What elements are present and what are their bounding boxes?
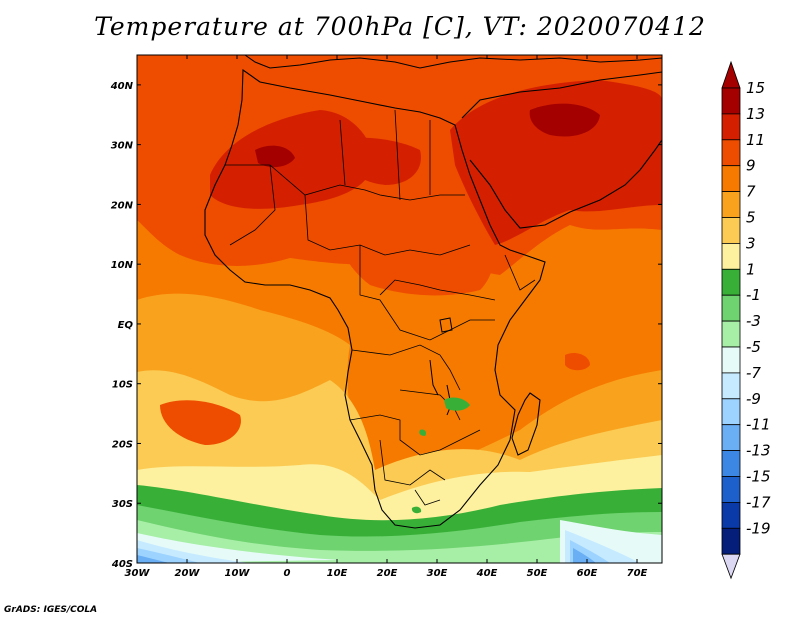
highland-cold-spots bbox=[411, 397, 470, 514]
colorbar-swatch bbox=[721, 527, 741, 555]
x-tick-label: 30W bbox=[125, 568, 151, 579]
y-tick-label: 30N bbox=[111, 141, 134, 152]
y-tick-label: 10N bbox=[111, 260, 134, 271]
colorbar-swatch bbox=[721, 501, 741, 529]
colorbar-swatch bbox=[721, 165, 741, 192]
colorbar-label: -11 bbox=[746, 416, 771, 434]
y-tick-label: 10S bbox=[112, 380, 133, 391]
temperature-field bbox=[137, 55, 662, 563]
colorbar-swatch bbox=[721, 476, 741, 503]
colorbar-label: -3 bbox=[746, 312, 761, 330]
colorbar-swatch bbox=[721, 450, 741, 477]
europe-coastline bbox=[244, 55, 662, 69]
colorbar-swatch bbox=[721, 191, 741, 218]
africa-coastline bbox=[204, 68, 546, 529]
madagascar-coastline bbox=[511, 392, 541, 456]
x-tick-label: 0 bbox=[284, 568, 291, 579]
x-tick-label: 10W bbox=[225, 568, 251, 579]
x-tick-label: 40E bbox=[476, 568, 498, 579]
colorbar-label: -13 bbox=[746, 442, 771, 460]
band-11-13-southatlantic bbox=[160, 400, 241, 445]
y-tick-label: 20N bbox=[111, 200, 134, 211]
colorbar-label: -5 bbox=[746, 338, 761, 356]
colorbar-swatch bbox=[721, 87, 741, 115]
colorbar-label: -9 bbox=[746, 390, 761, 408]
colorbar-swatch bbox=[721, 320, 741, 348]
band-15-plus-west bbox=[255, 145, 295, 168]
colorbar-label: 3 bbox=[746, 234, 756, 252]
chart-title: Temperature at 700hPa [C], VT: 202007041… bbox=[94, 12, 706, 41]
colorbar-label: -15 bbox=[746, 468, 771, 486]
colorbar-swatch bbox=[721, 398, 741, 426]
country-borders bbox=[225, 109, 536, 506]
colorbar-swatch bbox=[721, 372, 741, 400]
band-13-15-sudan bbox=[335, 137, 421, 185]
colorbar-swatch bbox=[721, 294, 741, 322]
y-tick-label: 30S bbox=[112, 499, 133, 510]
x-tick-label: 30E bbox=[427, 568, 448, 579]
band-15-plus bbox=[529, 103, 600, 137]
y-tick-label: 40S bbox=[111, 559, 133, 570]
plot-frame bbox=[136, 54, 663, 564]
colorbar-swatch bbox=[721, 217, 741, 244]
colorbar-swatch bbox=[721, 113, 741, 141]
band-m9-m7 bbox=[137, 540, 610, 563]
y-tick-label: 40N bbox=[110, 81, 134, 92]
colorbar-swatch bbox=[721, 242, 741, 270]
colorbar-swatch bbox=[721, 346, 741, 374]
colorbar: 15 13 11 9 7 5 3 1 -1 -3 -5 -7 -9 -11 -13 -15 -17 -19 bbox=[721, 60, 771, 580]
grads-credit: GrADS: IGES/COLA bbox=[4, 605, 98, 615]
colorbar-label: 5 bbox=[746, 209, 756, 227]
colorbar-label: -17 bbox=[746, 493, 771, 511]
x-tick-label: 70E bbox=[627, 568, 648, 579]
x-tick-label: 60E bbox=[577, 568, 598, 579]
colorbar-swatch bbox=[721, 139, 741, 167]
x-tick-label: 10E bbox=[327, 568, 348, 579]
colorbar-label: -7 bbox=[746, 364, 761, 382]
colorbar-swatch bbox=[721, 268, 741, 296]
colorbar-label: -19 bbox=[746, 519, 771, 537]
x-tick-label: 20W bbox=[175, 568, 201, 579]
colorbar-label: 13 bbox=[746, 105, 765, 123]
colorbar-label: 11 bbox=[746, 131, 765, 149]
band-13-15-arabia bbox=[450, 80, 662, 245]
arabia-coastline bbox=[461, 71, 662, 229]
y-tick-label: 20S bbox=[112, 439, 133, 450]
colorbar-swatch bbox=[721, 424, 741, 452]
band-m3-m1 bbox=[137, 520, 662, 563]
colorbar-label: 15 bbox=[746, 79, 765, 97]
y-tick-label: EQ bbox=[118, 320, 134, 331]
axis-ticks: 30W 20W 10W 0 10E 20E 30E 40E 50E 60E 70E 40S 30S 20S… bbox=[110, 55, 662, 579]
colorbar-label: 9 bbox=[746, 157, 756, 175]
colorbar-bottom-arrow bbox=[721, 553, 741, 580]
x-tick-label: 50E bbox=[527, 568, 548, 579]
colorbar-label: -1 bbox=[746, 286, 761, 304]
colorbar-label: 1 bbox=[746, 260, 756, 278]
colorbar-top-arrow bbox=[721, 60, 741, 89]
band-11-13-indian bbox=[565, 353, 590, 371]
x-tick-label: 20E bbox=[377, 568, 398, 579]
colorbar-label: 7 bbox=[746, 183, 756, 201]
